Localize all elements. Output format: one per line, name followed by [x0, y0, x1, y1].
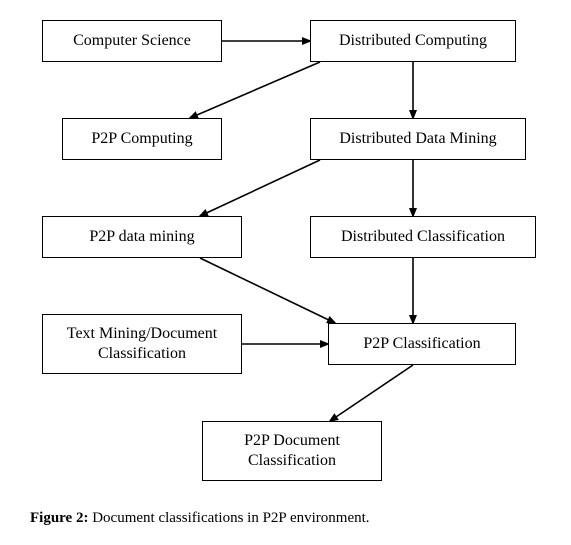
node-label: P2P Document Classification [211, 431, 373, 471]
edge-ddm-to-p2pdm [200, 160, 320, 216]
node-label: Distributed Classification [341, 227, 505, 247]
node-p2p-computing: P2P Computing [62, 118, 222, 160]
node-distributed-data-mining: Distributed Data Mining [310, 118, 526, 160]
node-label: Distributed Data Mining [339, 129, 496, 149]
node-label: Computer Science [73, 31, 191, 51]
node-p2p-classification: P2P Classification [328, 323, 516, 365]
edge-p2pcl-to-p2pdoc [330, 365, 413, 421]
node-label: P2P Classification [363, 334, 480, 354]
node-label: P2P Computing [91, 129, 192, 149]
caption-text: Document classifications in P2P environm… [88, 510, 369, 526]
node-p2p-data-mining: P2P data mining [42, 216, 242, 258]
node-p2p-doc-classification: P2P Document Classification [202, 421, 382, 481]
node-text-mining-doc-class: Text Mining/Document Classification [42, 314, 242, 374]
node-label: P2P data mining [89, 227, 194, 247]
node-computer-science: Computer Science [42, 20, 222, 62]
flowchart-diagram: Computer Science Distributed Computing P… [0, 0, 571, 545]
node-distributed-classification: Distributed Classification [310, 216, 536, 258]
figure-caption: Figure 2: Document classifications in P2… [30, 510, 370, 527]
edge-dc-to-p2pc [190, 62, 320, 118]
node-label: Text Mining/Document Classification [51, 324, 233, 364]
node-distributed-computing: Distributed Computing [310, 20, 516, 62]
node-label: Distributed Computing [339, 31, 487, 51]
caption-label: Figure 2: [30, 510, 88, 526]
